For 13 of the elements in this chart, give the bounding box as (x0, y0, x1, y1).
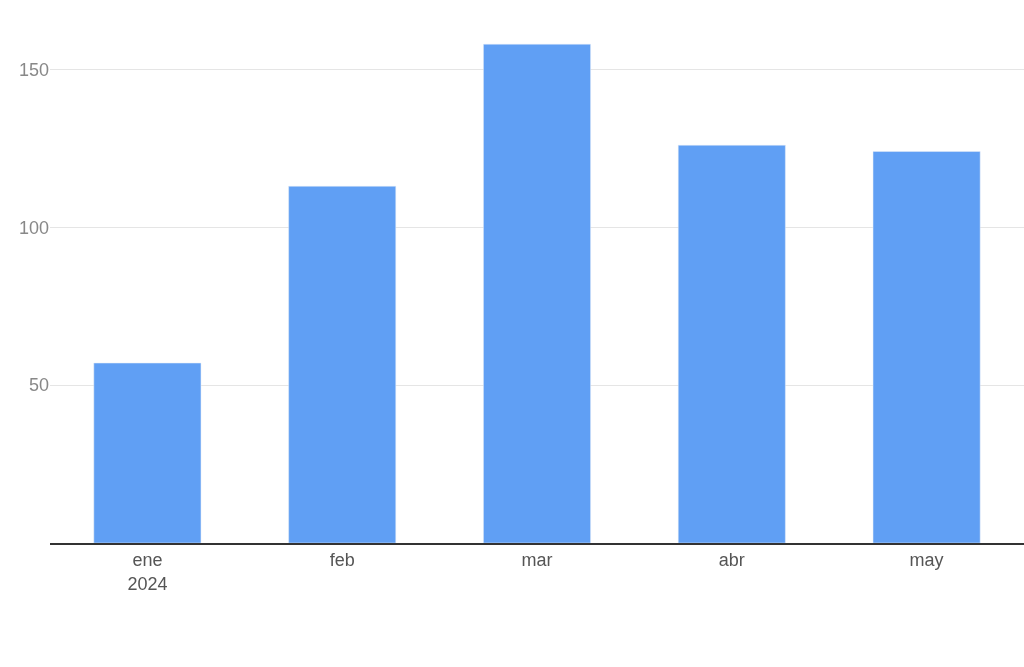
y-tick-label: 150 (18, 59, 49, 80)
x-tick-label: mar (521, 550, 553, 571)
bar (677, 144, 786, 543)
bar (872, 151, 981, 543)
y-tick-label: 50 (28, 375, 49, 396)
x-tick-label: abr (718, 550, 745, 571)
x-tick-label: may (909, 550, 944, 571)
x-tick-label: feb (329, 550, 355, 571)
bar (483, 43, 591, 543)
bar (93, 362, 202, 543)
y-tick-label: 100 (18, 217, 49, 238)
bar (288, 186, 397, 543)
x-tick-label: ene 2024 (127, 550, 168, 594)
